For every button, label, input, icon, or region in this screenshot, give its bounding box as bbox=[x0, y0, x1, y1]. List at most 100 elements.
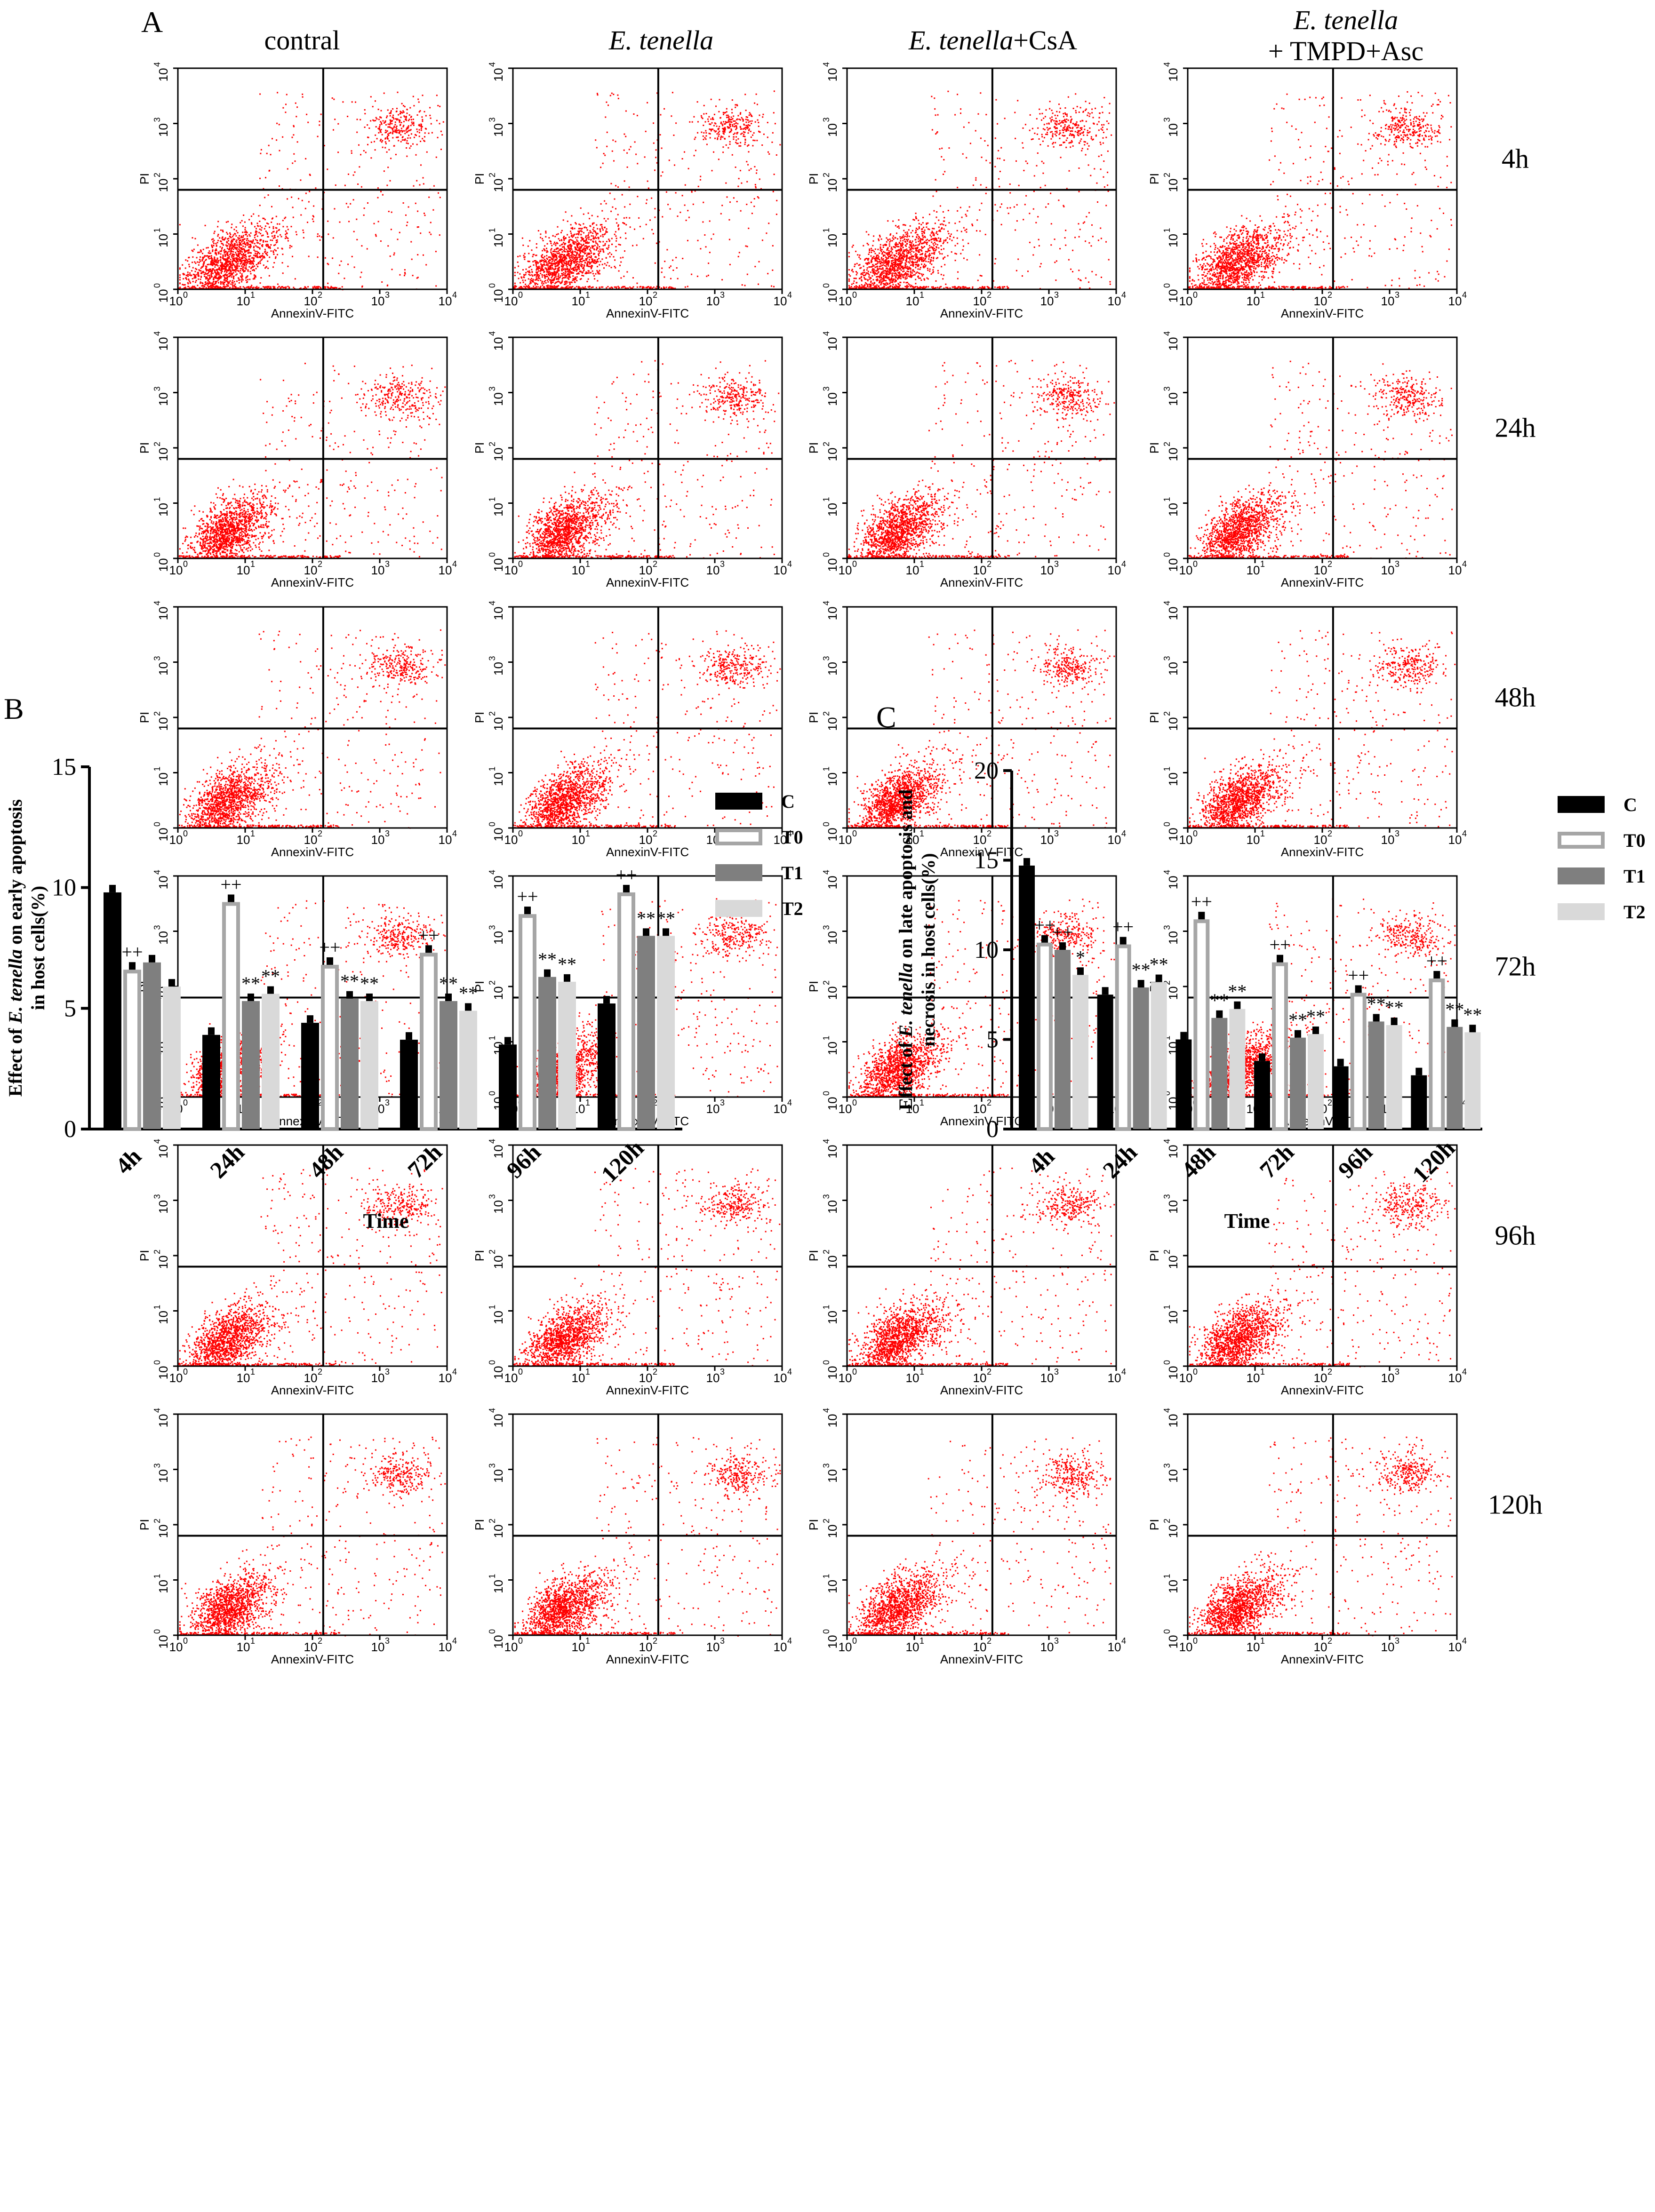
x-tick-exponent: 1 bbox=[585, 829, 590, 838]
dots bbox=[178, 363, 446, 559]
flow-plot: 100100101101102102103103104104AnnexinV-F… bbox=[472, 601, 792, 859]
error-bar bbox=[208, 1027, 215, 1035]
y-tick-label: 20 bbox=[974, 757, 999, 784]
y-tick-label: 10 bbox=[825, 931, 839, 945]
x-tick-exponent: 2 bbox=[987, 829, 991, 838]
x-tick-exponent: 1 bbox=[1260, 290, 1265, 300]
bar bbox=[558, 981, 576, 1129]
y-tick-exponent: 1 bbox=[822, 1305, 831, 1309]
significance-mark: ++ bbox=[1269, 934, 1290, 955]
x-tick-label: 10 bbox=[1247, 1371, 1260, 1385]
y-tick-exponent: 0 bbox=[488, 1091, 497, 1096]
x-tick-label: 10 bbox=[639, 1640, 653, 1654]
x-axis-label: AnnexinV-FITC bbox=[940, 1652, 1023, 1666]
y-tick-label: 10 bbox=[491, 1635, 505, 1649]
x-tick-exponent: 1 bbox=[1260, 1367, 1265, 1377]
bar bbox=[104, 892, 121, 1129]
y-tick-label: 10 bbox=[1166, 1525, 1180, 1538]
x-tick-exponent: 4 bbox=[452, 1367, 457, 1377]
significance-mark: ++ bbox=[1426, 950, 1447, 971]
y-tick-exponent: 3 bbox=[822, 656, 831, 660]
bar bbox=[1386, 1025, 1402, 1129]
y-tick-label: 10 bbox=[1166, 448, 1180, 461]
y-tick-exponent: 2 bbox=[152, 173, 162, 177]
y-tick-label: 10 bbox=[825, 337, 839, 351]
x-tick-label: 10 bbox=[1108, 833, 1121, 847]
y-tick-label: 10 bbox=[156, 337, 170, 351]
x-tick-label: 10 bbox=[1448, 1640, 1462, 1654]
x-tick-label: 24h bbox=[1097, 1139, 1142, 1184]
x-tick-label: 10 bbox=[572, 833, 585, 847]
x-tick-exponent: 2 bbox=[987, 1098, 991, 1107]
significance-mark: ** bbox=[1288, 1010, 1307, 1031]
y-tick-label: 10 bbox=[825, 772, 839, 786]
y-tick-exponent: 4 bbox=[1162, 1139, 1172, 1144]
y-axis-label: PI bbox=[137, 173, 152, 185]
y-tick-label: 10 bbox=[156, 1256, 170, 1269]
x-tick-label: 10 bbox=[572, 294, 585, 308]
y-tick-exponent: 4 bbox=[488, 601, 497, 605]
y-axis-label: PI bbox=[807, 442, 821, 454]
error-bar bbox=[1373, 1014, 1380, 1022]
x-axis-label: AnnexinV-FITC bbox=[271, 1652, 354, 1666]
x-tick-exponent: 1 bbox=[250, 1636, 255, 1646]
x-tick-exponent: 0 bbox=[1193, 1636, 1198, 1646]
x-tick-exponent: 1 bbox=[250, 559, 255, 569]
x-tick-exponent: 2 bbox=[653, 829, 657, 838]
y-tick-exponent: 0 bbox=[822, 1091, 831, 1096]
x-tick-exponent: 0 bbox=[518, 829, 523, 838]
y-tick-exponent: 3 bbox=[822, 386, 831, 391]
x-tick-exponent: 3 bbox=[385, 1098, 390, 1107]
x-tick-exponent: 2 bbox=[318, 290, 322, 300]
y-tick-exponent: 3 bbox=[488, 386, 497, 391]
row-time-label: 4h bbox=[1502, 143, 1529, 174]
x-tick-label: 48h bbox=[1176, 1139, 1221, 1184]
x-tick-exponent: 2 bbox=[318, 1367, 322, 1377]
x-tick-exponent: 3 bbox=[1395, 1367, 1399, 1377]
bar bbox=[420, 953, 438, 1131]
y-tick-exponent: 3 bbox=[1162, 656, 1172, 660]
x-tick-exponent: 2 bbox=[653, 1367, 657, 1377]
error-bar bbox=[406, 1032, 412, 1040]
y-tick-label: 10 bbox=[825, 392, 839, 406]
y-axis-label: PI bbox=[1147, 1250, 1161, 1262]
y-tick-exponent: 3 bbox=[488, 1194, 497, 1199]
bar bbox=[1211, 1018, 1228, 1129]
y-tick-label: 10 bbox=[491, 1414, 505, 1428]
y-tick-label: 10 bbox=[491, 1525, 505, 1538]
bar bbox=[1272, 962, 1288, 1131]
y-tick-exponent: 2 bbox=[822, 711, 831, 716]
plot-frame bbox=[846, 67, 1117, 290]
y-axis-label: PI bbox=[807, 712, 821, 724]
y-tick-exponent: 1 bbox=[1162, 1305, 1172, 1309]
legend-swatch bbox=[1558, 832, 1605, 849]
legend-label: C bbox=[1623, 794, 1637, 815]
y-tick-exponent: 3 bbox=[1162, 925, 1172, 930]
y-tick-exponent: 4 bbox=[152, 870, 162, 875]
y-tick-label: 10 bbox=[825, 448, 839, 461]
y-tick-label: 10 bbox=[491, 289, 505, 303]
x-tick-label: 10 bbox=[906, 563, 919, 577]
x-tick-exponent: 1 bbox=[919, 829, 924, 838]
y-tick-exponent: 0 bbox=[1162, 1091, 1172, 1096]
y-tick-label: 10 bbox=[156, 1200, 170, 1214]
y-tick-exponent: 1 bbox=[1162, 228, 1172, 232]
y-tick-label: 10 bbox=[1166, 1580, 1180, 1593]
x-tick-exponent: 4 bbox=[1462, 829, 1467, 838]
y-axis-label: PI bbox=[472, 173, 487, 185]
x-tick-label: 10 bbox=[439, 563, 452, 577]
y-tick-exponent: 3 bbox=[488, 1463, 497, 1468]
x-tick-exponent: 2 bbox=[318, 829, 322, 838]
y-tick-label: 10 bbox=[156, 1145, 170, 1159]
x-tick-label: 10 bbox=[371, 833, 385, 847]
y-tick-exponent: 4 bbox=[1162, 870, 1172, 875]
x-tick-label: 10 bbox=[1448, 563, 1462, 577]
x-tick-exponent: 4 bbox=[452, 290, 457, 300]
y-axis-label: PI bbox=[472, 442, 487, 454]
dots bbox=[179, 629, 446, 829]
x-tick-exponent: 1 bbox=[919, 1636, 924, 1646]
y-tick-exponent: 3 bbox=[488, 117, 497, 122]
y-tick-label: 10 bbox=[491, 392, 505, 406]
y-tick-exponent: 0 bbox=[152, 552, 162, 557]
